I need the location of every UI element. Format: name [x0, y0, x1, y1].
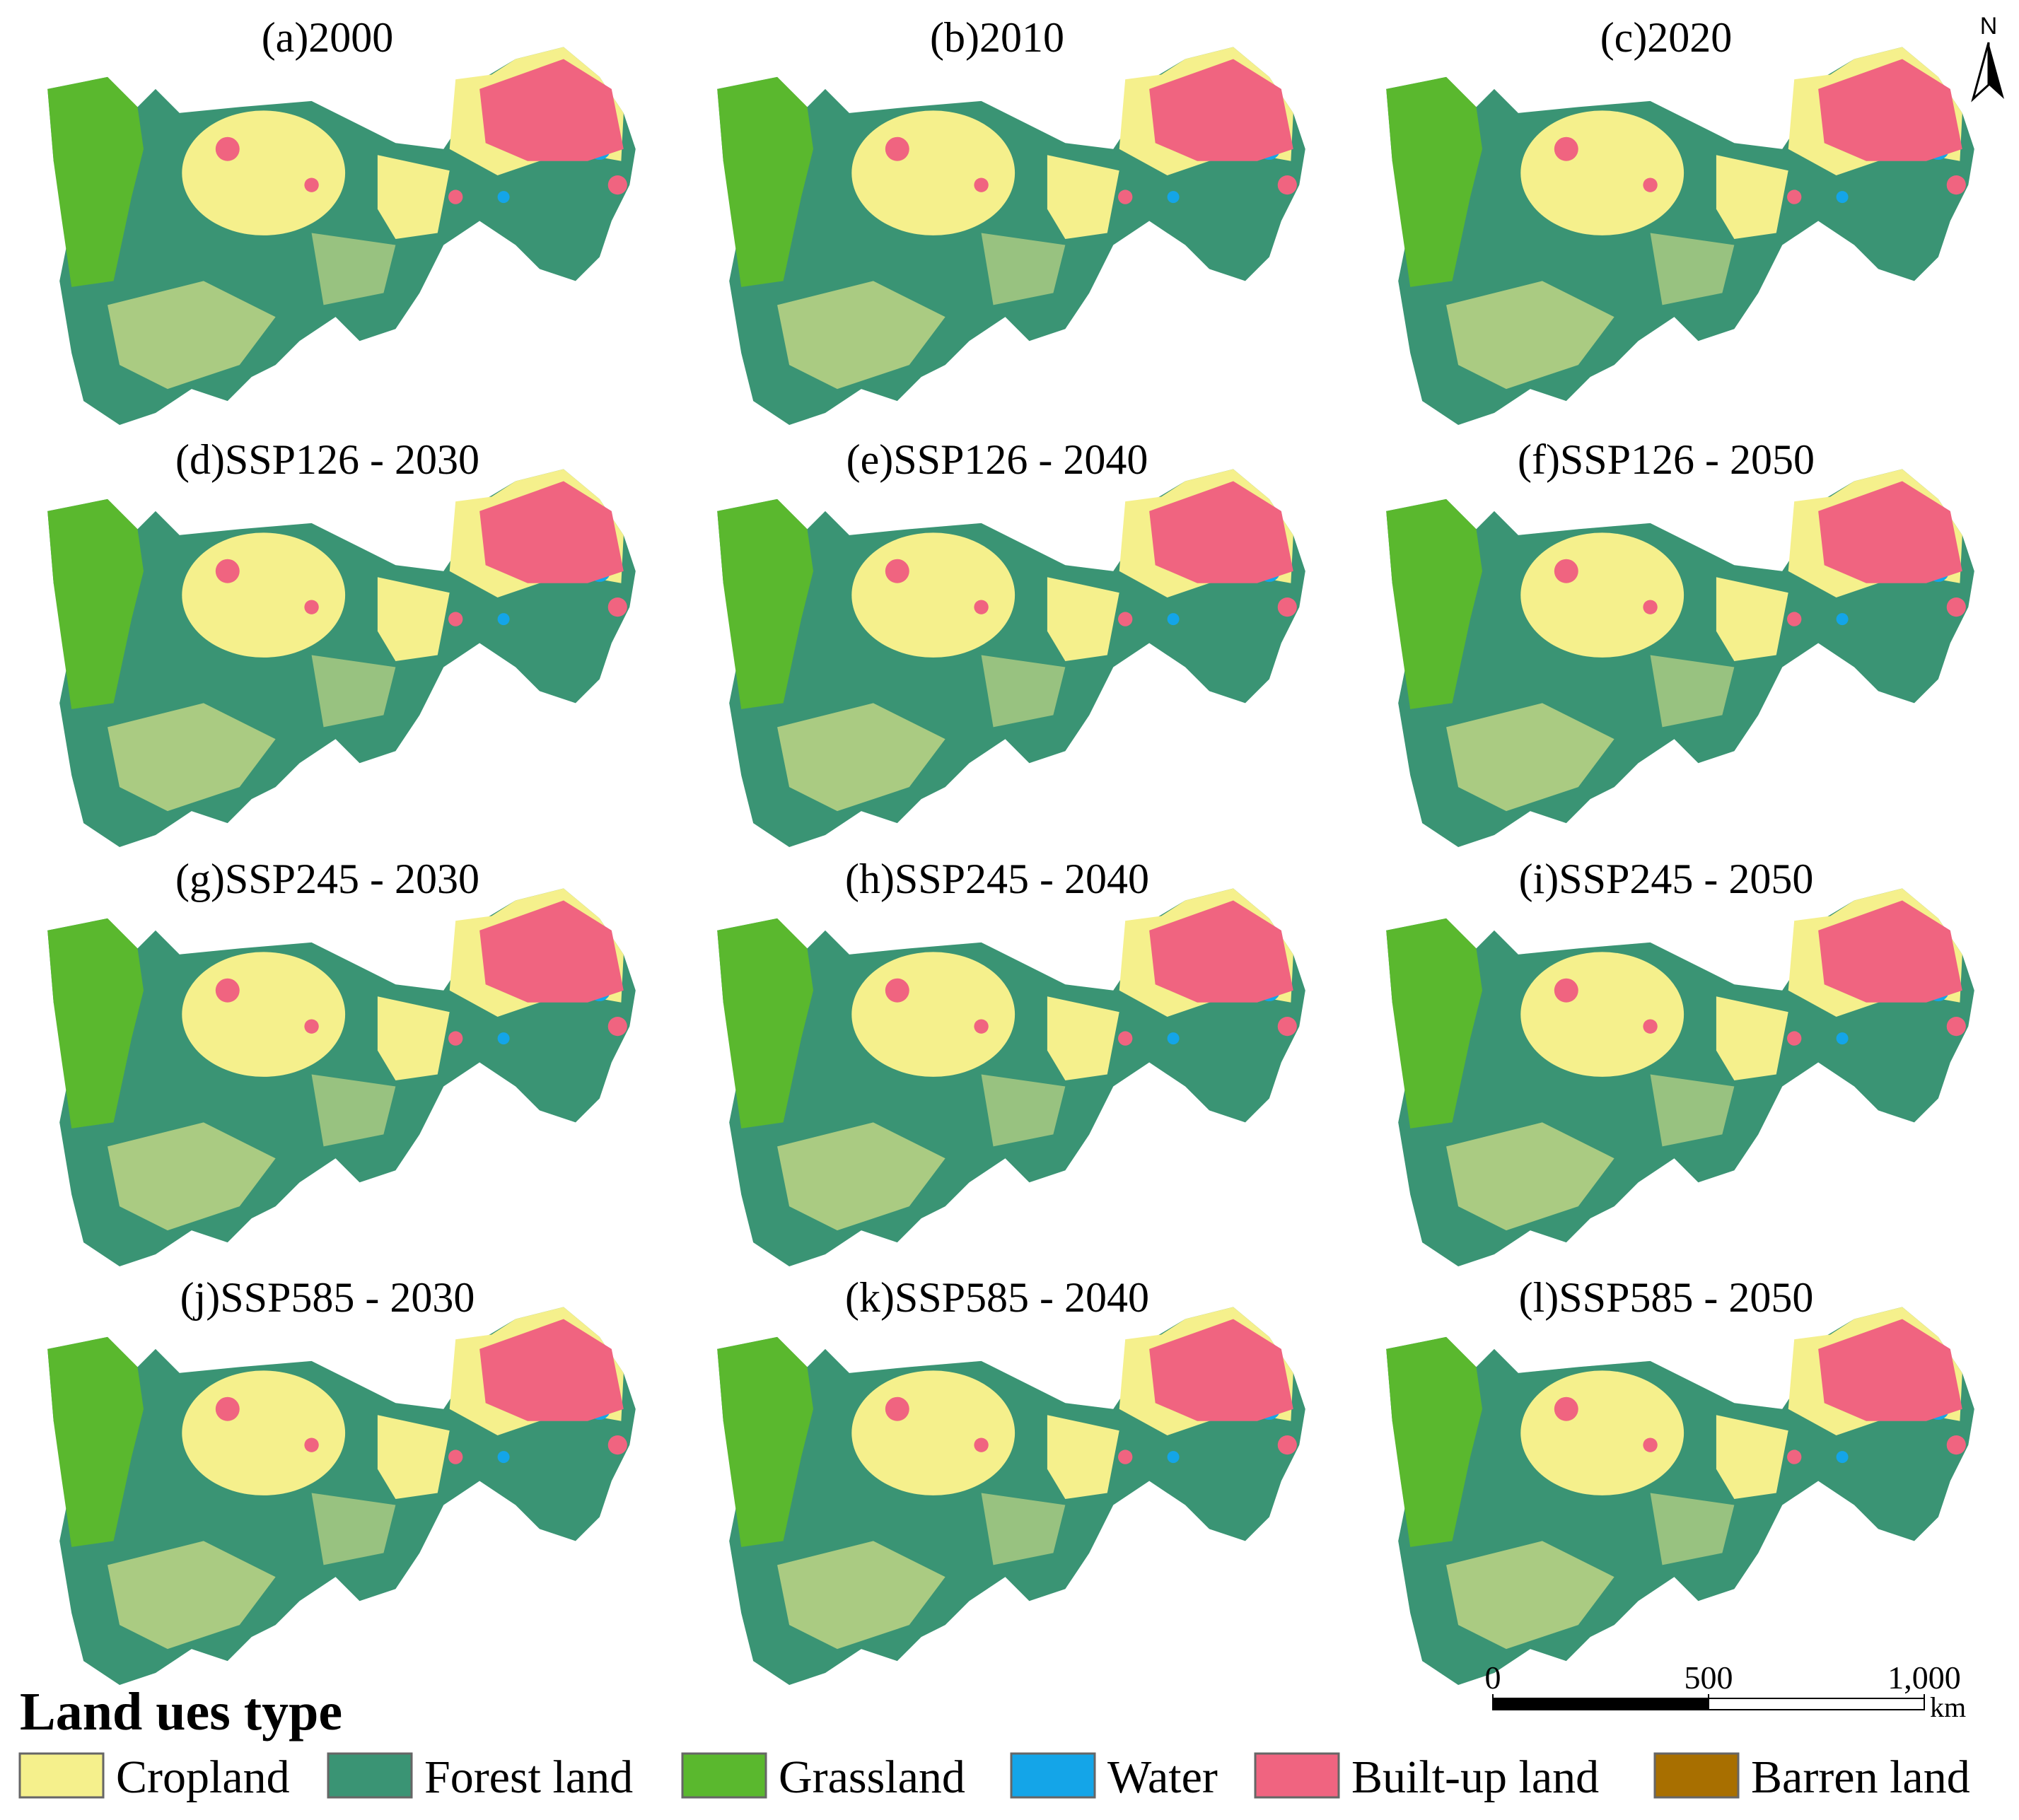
map-panel: (c)2020	[1386, 14, 1974, 426]
panel-title: (j)SSP585 - 2030	[180, 1274, 475, 1321]
panel-title: (i)SSP245 - 2050	[1519, 856, 1814, 902]
map-panel: (b)2010	[717, 14, 1305, 426]
built-up-overlay	[1386, 47, 1974, 426]
built-up-overlay	[717, 469, 1305, 848]
built-up-area	[717, 888, 1305, 1267]
map-panel: (l)SSP585 - 2050	[1386, 1274, 1974, 1686]
panel-title: (e)SSP126 - 2040	[846, 436, 1148, 483]
arrow-right	[1989, 42, 2004, 99]
panel-title: (l)SSP585 - 2050	[1519, 1274, 1814, 1321]
legend-swatch	[681, 1752, 767, 1799]
built-up-area	[47, 888, 636, 1267]
map-panel: (h)SSP245 - 2040	[717, 856, 1305, 1267]
panel-title: (c)2020	[1600, 14, 1733, 61]
built-up-overlay	[1386, 1307, 1974, 1686]
legend-swatch	[327, 1752, 413, 1799]
built-up-overlay	[717, 47, 1305, 426]
built-up-area	[1386, 888, 1974, 1267]
built-up-area	[1386, 1307, 1974, 1686]
legend-swatch	[1010, 1752, 1096, 1799]
map-panel: (j)SSP585 - 2030	[47, 1274, 636, 1686]
panel-title: (a)2000	[262, 14, 394, 61]
legend-label: Built-up land	[1351, 1751, 1599, 1803]
legend-label: Forest land	[424, 1751, 633, 1803]
built-up-overlay	[47, 469, 636, 848]
legend-swatch	[1254, 1752, 1340, 1799]
map-panel: (a)2000	[47, 14, 636, 426]
built-up-area	[1386, 47, 1974, 426]
panel-title: (f)SSP126 - 2050	[1518, 436, 1815, 483]
panel-title: (d)SSP126 - 2030	[175, 436, 479, 483]
legend-label: Water	[1107, 1751, 1218, 1803]
built-up-area	[717, 1307, 1305, 1686]
panel-title: (h)SSP245 - 2040	[845, 856, 1149, 902]
legend-swatch	[18, 1752, 105, 1799]
map-panel: (f)SSP126 - 2050	[1386, 436, 1974, 848]
built-up-overlay	[717, 888, 1305, 1267]
scale-segment	[1708, 1698, 1925, 1710]
legend-swatch	[1653, 1752, 1740, 1799]
panel-title: (k)SSP585 - 2040	[845, 1274, 1149, 1321]
built-up-area	[1386, 469, 1974, 848]
legend: Land ues type Cropland Forest land Grasslan…	[18, 1682, 1970, 1803]
legend-label: Grassland	[779, 1751, 965, 1803]
panel-title: (g)SSP245 - 2030	[175, 856, 479, 902]
scale-unit: km	[1930, 1691, 1966, 1723]
built-up-area	[717, 47, 1305, 426]
map-panel: (k)SSP585 - 2040	[717, 1274, 1305, 1686]
north-arrow: N	[1971, 13, 2004, 103]
built-up-area	[717, 469, 1305, 848]
map-panel: (d)SSP126 - 2030	[47, 436, 636, 848]
panel-title: (b)2010	[930, 14, 1064, 61]
scale-label: 0	[1485, 1659, 1501, 1696]
legend-label: Cropland	[116, 1751, 290, 1803]
built-up-overlay	[47, 888, 636, 1267]
scale-segment	[1492, 1698, 1709, 1710]
north-label: N	[1980, 13, 1998, 40]
built-up-overlay	[47, 1307, 636, 1686]
scale-label: 500	[1685, 1659, 1733, 1696]
map-panel: (i)SSP245 - 2050	[1386, 856, 1974, 1267]
map-panel: (g)SSP245 - 2030	[47, 856, 636, 1267]
legend-title: Land ues type	[20, 1682, 342, 1742]
legend-label: Barren land	[1751, 1751, 1970, 1803]
built-up-area	[47, 469, 636, 848]
built-up-area	[47, 1307, 636, 1686]
built-up-overlay	[1386, 888, 1974, 1267]
built-up-overlay	[1386, 469, 1974, 848]
scale-label: 1,000	[1887, 1659, 1961, 1696]
built-up-area	[47, 47, 636, 425]
built-up-overlay	[717, 1307, 1305, 1686]
map-panel: (e)SSP126 - 2040	[717, 436, 1305, 848]
arrow-left	[1971, 42, 1990, 103]
